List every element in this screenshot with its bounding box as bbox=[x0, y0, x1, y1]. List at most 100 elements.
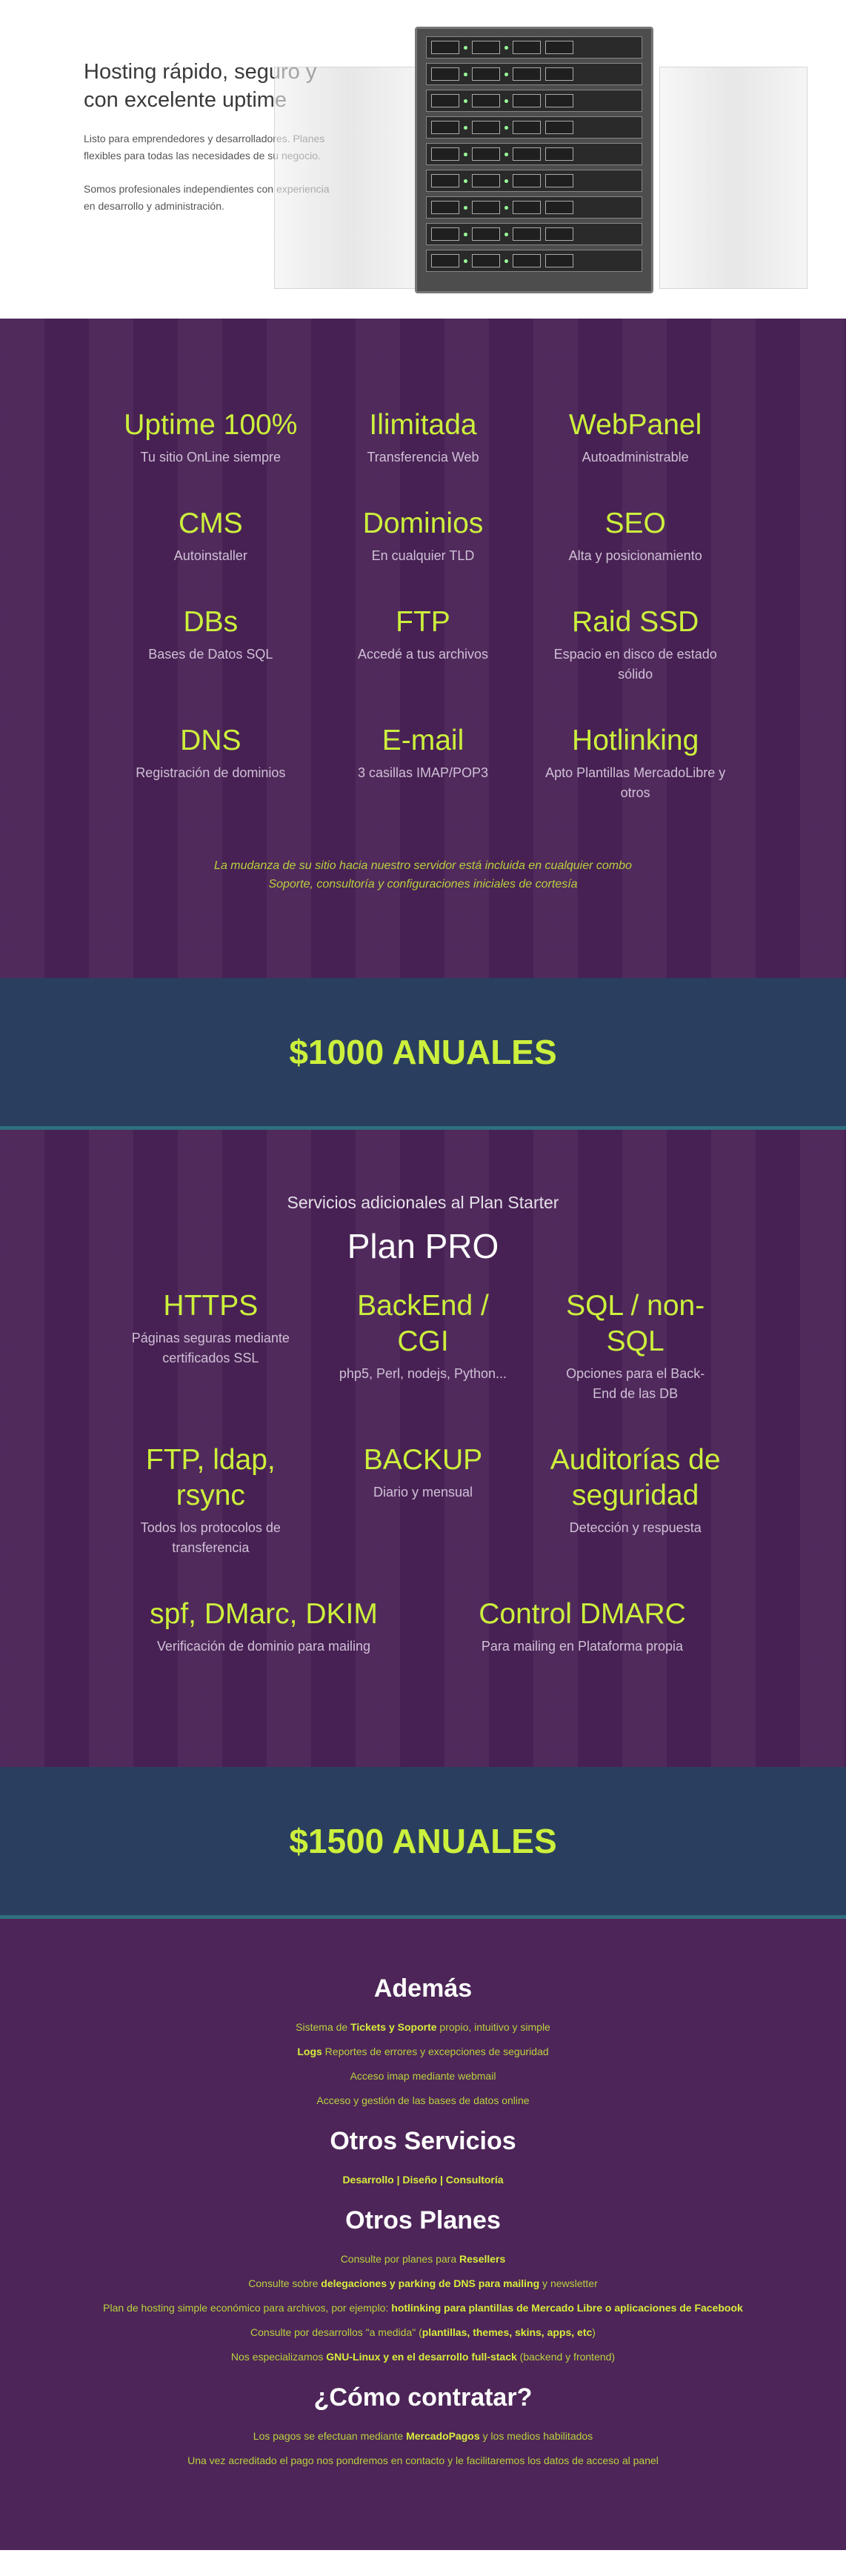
pro-subtitle: Servicios adicionales al Plan Starter bbox=[287, 1193, 559, 1212]
plan-line: Consulte sobre delegaciones y parking de… bbox=[248, 2277, 598, 2289]
hero-section: Hosting rápido, seguro y con excelente u… bbox=[0, 0, 846, 319]
feature-subtitle: Diario y mensual bbox=[373, 1485, 473, 1500]
logs-link[interactable]: Logs bbox=[297, 2046, 322, 2057]
starter-price: $1000 ANUALES bbox=[289, 1033, 557, 1071]
feature-subtitle: Espacio en disco de estado sólido bbox=[553, 647, 717, 682]
feature-cms: CMS Autoinstaller bbox=[119, 506, 302, 566]
feature-title: SQL / non-SQL bbox=[566, 1290, 705, 1357]
ademas-line: Acceso imap mediante webmail bbox=[350, 2070, 496, 2082]
feature-title: BACKUP bbox=[363, 1444, 483, 1476]
dns-delegation-link[interactable]: delegaciones y parking de DNS para maili… bbox=[321, 2277, 540, 2289]
feature-subtitle: php5, Perl, nodejs, Python... bbox=[339, 1366, 507, 1381]
hero-paragraph: Listo para emprendedores y desarrollador… bbox=[84, 133, 325, 162]
otros-planes-title: Otros Planes bbox=[345, 2206, 501, 2234]
pro-feature-grid: HTTPS Páginas seguras mediante certificad… bbox=[119, 1288, 727, 1597]
feature-subtitle: Para mailing en Plataforma propia bbox=[481, 1639, 684, 1654]
feature-https: HTTPS Páginas seguras mediante certificad… bbox=[119, 1288, 302, 1404]
custom-dev-link[interactable]: plantillas, themes, skins, apps, etc bbox=[422, 2326, 593, 2338]
feature-webpanel: WebPanel Autoadministrable bbox=[544, 407, 727, 467]
feature-subtitle: En cualquier TLD bbox=[371, 548, 475, 563]
plan-line: Consulte por desarrollos "a medida" (pla… bbox=[250, 2326, 596, 2338]
feature-title: HTTPS bbox=[163, 1290, 259, 1322]
feature-subtitle: Páginas seguras mediante certificados SS… bbox=[131, 1331, 290, 1365]
tickets-link[interactable]: Tickets y Soporte bbox=[350, 2021, 437, 2033]
feature-title: DNS bbox=[180, 725, 242, 756]
feature-email: E-mail 3 casillas IMAP/POP3 bbox=[332, 723, 515, 803]
feature-backup: BACKUP Diario y mensual bbox=[332, 1442, 515, 1558]
feature-seo: SEO Alta y posicionamiento bbox=[544, 506, 727, 566]
feature-title: spf, DMarc, DKIM bbox=[150, 1598, 378, 1630]
hero-paragraph: Somos profesionales independientes con e… bbox=[84, 183, 330, 212]
otros-servicios-title: Otros Servicios bbox=[330, 2127, 516, 2155]
feature-subtitle: Alta y posicionamiento bbox=[568, 548, 702, 563]
migration-note: La mudanza de su sitio hacia nuestro ser… bbox=[0, 856, 846, 893]
feature-title: FTP, ldap, rsync bbox=[145, 1444, 276, 1511]
feature-raid-ssd: Raid SSD Espacio en disco de estado sólid… bbox=[544, 605, 727, 685]
feature-backend: BackEnd / CGI php5, Perl, nodejs, Python.… bbox=[332, 1288, 515, 1404]
pro-title: Plan PRO bbox=[347, 1227, 499, 1265]
feature-subtitle: Autoadministrable bbox=[582, 450, 689, 465]
server-rack-image bbox=[244, 0, 830, 319]
feature-subtitle: Todos los protocolos de transferencia bbox=[140, 1520, 281, 1555]
como-contratar-title: ¿Cómo contratar? bbox=[313, 2383, 533, 2412]
feature-title: CMS bbox=[178, 507, 243, 539]
hotlinking-link[interactable]: hotlinking para plantillas de Mercado Li… bbox=[391, 2302, 743, 2314]
feature-title: E-mail bbox=[382, 725, 464, 756]
feature-title: WebPanel bbox=[569, 409, 702, 441]
feature-ftp-ldap-rsync: FTP, ldap, rsync Todos los protocolos de … bbox=[119, 1442, 302, 1558]
starter-price-band: $1000 ANUALES bbox=[0, 978, 846, 1130]
consultoria-link[interactable]: Consultoría bbox=[445, 2174, 504, 2186]
ademas-line: Sistema de Tickets y Soporte propio, int… bbox=[296, 2021, 550, 2033]
feature-hotlinking: Hotlinking Apto Plantillas MercadoLibre y… bbox=[544, 723, 727, 803]
starter-features-section: Uptime 100% Tu sitio OnLine siempre Ilimi… bbox=[0, 319, 846, 978]
plan-line: Plan de hosting simple económico para ar… bbox=[103, 2302, 743, 2314]
contratar-line: Una vez acreditado el pago nos pondremos… bbox=[187, 2454, 659, 2466]
feature-title: Hotlinking bbox=[572, 725, 699, 756]
feature-subtitle: Verificación de dominio para mailing bbox=[156, 1639, 371, 1654]
feature-title: Uptime 100% bbox=[124, 409, 298, 441]
pro-price-band: $1500 ANUALES bbox=[0, 1767, 846, 1919]
ademas-line: Logs Reportes de errores y excepciones d… bbox=[297, 2046, 549, 2057]
desarrollo-link[interactable]: Desarrollo bbox=[342, 2174, 394, 2186]
feature-transfer: Ilimitada Transferencia Web bbox=[332, 407, 515, 467]
mercadopagos-link[interactable]: MercadoPagos bbox=[406, 2430, 480, 2442]
feature-subtitle: Detección y respuesta bbox=[569, 1520, 702, 1535]
note-line: Soporte, consultoría y configuraciones i… bbox=[268, 878, 578, 891]
feature-spf-dmarc-dkim: spf, DMarc, DKIM Verificación de dominio … bbox=[119, 1597, 408, 1657]
gnu-linux-link[interactable]: GNU-Linux y en el desarrollo full-stack bbox=[326, 2351, 517, 2363]
feature-title: BackEnd / CGI bbox=[357, 1290, 489, 1357]
feature-dbs: DBs Bases de Datos SQL bbox=[119, 605, 302, 685]
feature-subtitle: Bases de Datos SQL bbox=[148, 647, 273, 662]
feature-subtitle: Transferencia Web bbox=[367, 450, 479, 465]
feature-subtitle: Opciones para el Back-End de las DB bbox=[566, 1366, 705, 1401]
feature-title: FTP bbox=[396, 606, 450, 638]
feature-subtitle: Tu sitio OnLine siempre bbox=[140, 450, 282, 465]
feature-title: SEO bbox=[604, 507, 666, 539]
feature-subtitle: 3 casillas IMAP/POP3 bbox=[357, 765, 489, 780]
feature-auditorias: Auditorías de seguridad Detección y respu… bbox=[544, 1442, 727, 1558]
contratar-line: Los pagos se efectuan mediante MercadoPa… bbox=[253, 2430, 593, 2442]
feature-title: Ilimitada bbox=[369, 409, 477, 441]
ademas-title: Además bbox=[373, 1974, 473, 2003]
feature-title: Dominios bbox=[362, 507, 484, 539]
resellers-link[interactable]: Resellers bbox=[459, 2253, 506, 2265]
ademas-line: Acceso y gestión de las bases de datos o… bbox=[316, 2094, 530, 2106]
server-rack-center bbox=[415, 27, 653, 293]
diseno-link[interactable]: Diseño bbox=[402, 2174, 438, 2186]
feature-subtitle: Accedé a tus archivos bbox=[357, 647, 489, 662]
feature-subtitle: Registración de dominios bbox=[136, 765, 286, 780]
services-links: Desarrollo | Diseño | Consultoría bbox=[342, 2174, 504, 2186]
feature-title: Raid SSD bbox=[572, 606, 699, 638]
plan-line: Consulte por planes para Resellers bbox=[340, 2253, 506, 2265]
feature-ftp: FTP Accedé a tus archivos bbox=[332, 605, 515, 685]
feature-subtitle: Apto Plantillas MercadoLibre y otros bbox=[545, 765, 726, 800]
feature-title: DBs bbox=[183, 606, 239, 638]
pro-feature-grid-2: spf, DMarc, DKIM Verificación de dominio … bbox=[119, 1597, 727, 1695]
note-line: La mudanza de su sitio hacia nuestro ser… bbox=[214, 859, 632, 872]
pro-plan-section: Servicios adicionales al Plan Starter Pl… bbox=[0, 1130, 846, 1767]
feature-subtitle: Autoinstaller bbox=[173, 548, 247, 563]
extra-info-section: Además Sistema de Tickets y Soporte prop… bbox=[0, 1919, 846, 2550]
feature-title: Auditorías de seguridad bbox=[550, 1444, 721, 1511]
feature-uptime: Uptime 100% Tu sitio OnLine siempre bbox=[119, 407, 302, 467]
feature-control-dmarc: Control DMARC Para mailing en Plataforma … bbox=[438, 1597, 727, 1657]
